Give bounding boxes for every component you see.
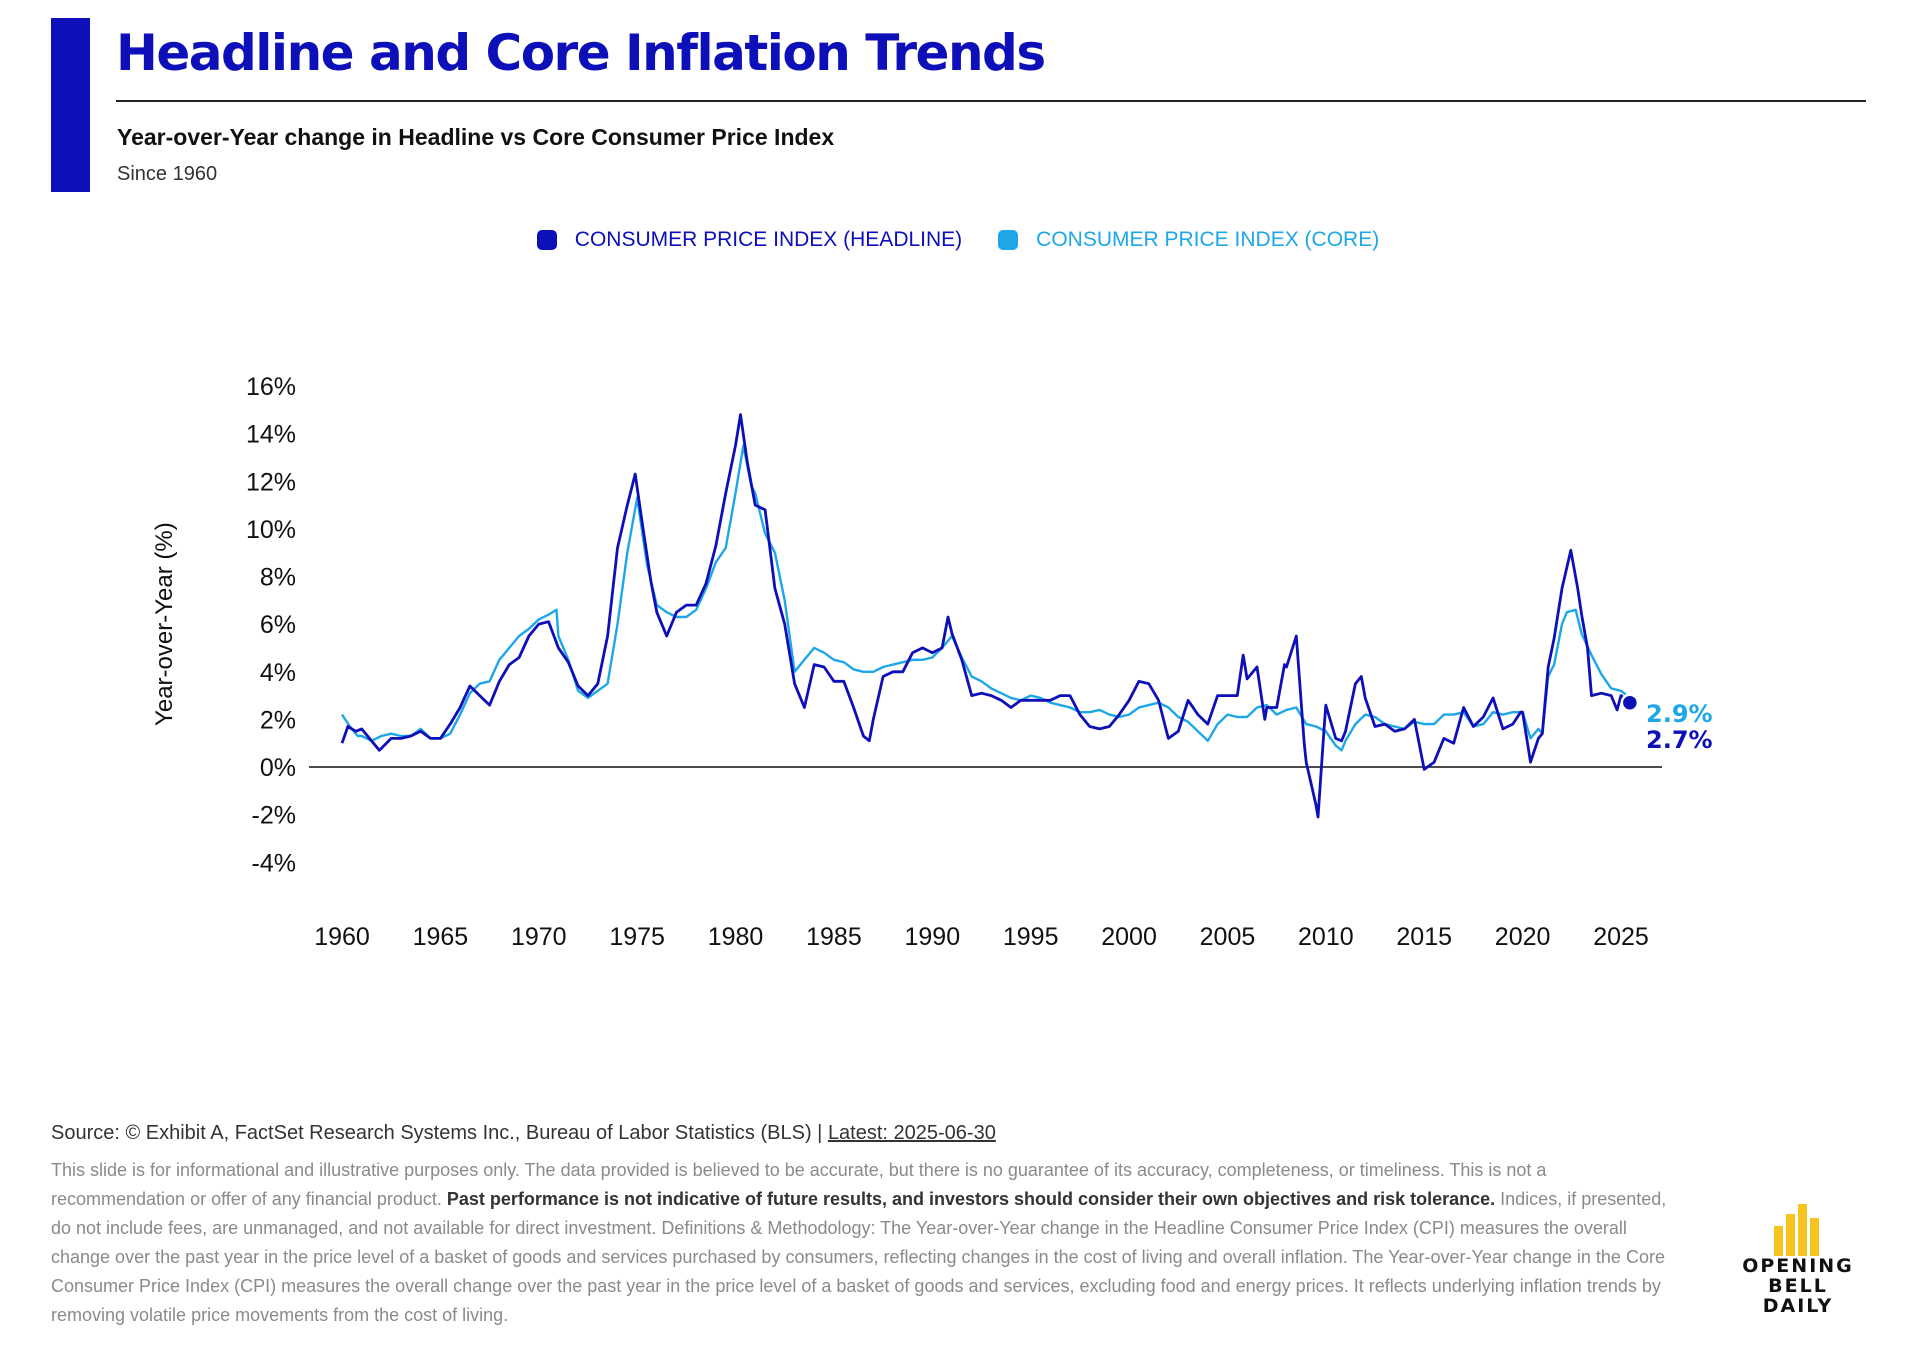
legend-label-headline: CONSUMER PRICE INDEX (HEADLINE) [574, 228, 963, 251]
x-tick-label: 2025 [1593, 923, 1649, 951]
series-line-headline [340, 413, 1631, 819]
latest-date-link[interactable]: Latest: 2025-06-30 [827, 1122, 996, 1144]
y-tick-label: 0% [260, 754, 296, 782]
brand-name-line-1: OPENING BELL [1742, 1255, 1854, 1297]
x-axis-ticks: 1960 1965 1970 1975 1980 1985 1990 1995 2000 2005… [314, 923, 1649, 951]
title-accent-bar [51, 18, 90, 192]
disclaimer-text: This slide is for informational and illu… [51, 1156, 1671, 1330]
end-label-core: 2.9% [1646, 700, 1713, 728]
brand-name-line-2: DAILY [1762, 1295, 1834, 1317]
x-tick-label: 2020 [1495, 923, 1551, 951]
disclaimer-part-1: This slide is for informational and illu… [51, 1160, 1547, 1209]
x-tick-label: 2010 [1298, 923, 1354, 951]
disclaimer-bold: Past performance is not indicative of fu… [446, 1189, 1496, 1209]
y-tick-label: 4% [260, 659, 296, 687]
legend-swatch-headline [536, 230, 557, 250]
x-tick-label: 1990 [904, 923, 960, 951]
logo-bar-3 [1798, 1204, 1807, 1256]
logo-bar-2 [1786, 1214, 1795, 1256]
logo-bar-4 [1810, 1218, 1819, 1256]
chart-since-note: Since 1960 [117, 163, 218, 185]
legend-swatch-core [998, 230, 1019, 250]
chart-subtitle: Year-over-Year change in Headline vs Cor… [117, 124, 835, 150]
y-tick-label: 16% [246, 373, 296, 401]
y-axis-ticks: -4% -2% 0% 2% 4% 6% 8% 10% 12% 14% 16% [246, 373, 296, 877]
source-line: Source: © Exhibit A, FactSet Research Sy… [51, 1122, 996, 1145]
x-tick-label: 2005 [1200, 923, 1256, 951]
x-tick-label: 1965 [413, 923, 469, 951]
end-label-headline: 2.7% [1646, 726, 1713, 754]
title-divider [116, 100, 1866, 102]
logo-bar-1 [1774, 1226, 1783, 1256]
y-axis-label: Year-over-Year (%) [151, 522, 178, 726]
x-tick-label: 1975 [609, 923, 665, 951]
y-tick-label: 8% [260, 564, 296, 592]
y-tick-label: 2% [260, 706, 296, 734]
y-tick-label: -2% [252, 802, 296, 830]
bar-chart-logo-icon [1774, 1204, 1819, 1256]
x-tick-label: 1985 [806, 923, 862, 951]
brand-logo-text: OPENING BELL DAILY [1712, 1256, 1884, 1316]
y-tick-label: 10% [246, 516, 296, 544]
y-tick-label: 14% [246, 421, 296, 449]
y-tick-label: 12% [246, 468, 296, 496]
chart-legend: CONSUMER PRICE INDEX (HEADLINE) CONSUMER… [0, 228, 1916, 252]
legend-label-core: CONSUMER PRICE INDEX (CORE) [1036, 228, 1380, 251]
series-line-core [341, 444, 1631, 752]
y-tick-label: -4% [252, 849, 296, 877]
x-tick-label: 1960 [314, 923, 370, 951]
page-title: Headline and Core Inflation Trends [116, 24, 1046, 82]
x-tick-label: 2015 [1396, 923, 1452, 951]
latest-point-marker [1620, 693, 1640, 712]
inflation-line-chart: Year-over-Year (%) -4% -2% 0% 2% 4% 6% 8% 10% 12… [151, 373, 1713, 951]
disclaimer-part-2: Indices, if presented, do not include fe… [51, 1189, 1667, 1325]
x-tick-label: 1970 [511, 923, 567, 951]
source-text: Source: © Exhibit A, FactSet Research Sy… [51, 1122, 828, 1144]
x-tick-label: 1995 [1003, 923, 1059, 951]
legend-item-core: CONSUMER PRICE INDEX (CORE) [998, 228, 1379, 252]
x-tick-label: 1980 [708, 923, 764, 951]
y-tick-label: 6% [260, 611, 296, 639]
x-tick-label: 2000 [1101, 923, 1157, 951]
legend-item-headline: CONSUMER PRICE INDEX (HEADLINE) [536, 228, 963, 252]
